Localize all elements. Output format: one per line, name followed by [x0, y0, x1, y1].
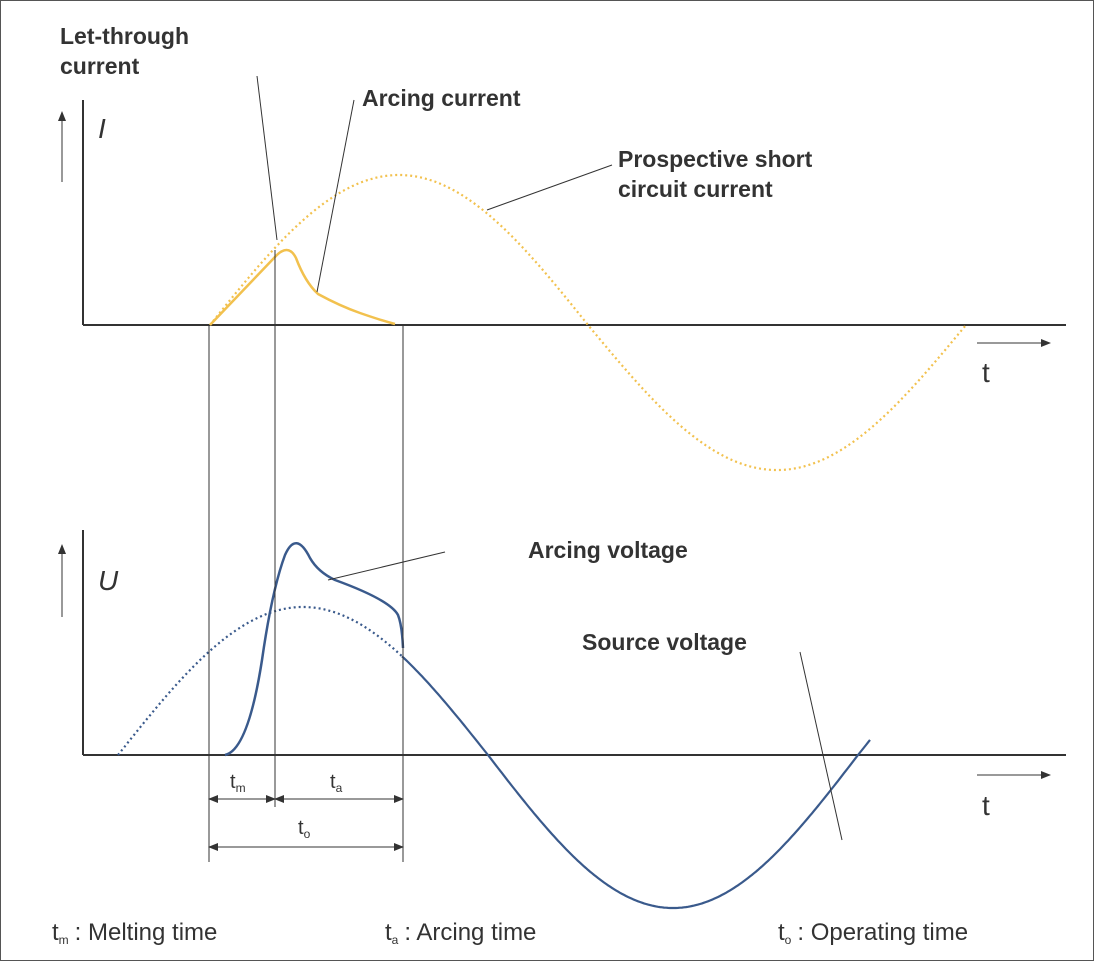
interval-label: to: [298, 817, 311, 841]
interval-label: tm: [230, 771, 246, 795]
leader: [327, 551, 446, 581]
leader: [316, 99, 355, 293]
arcing-voltage-label: Arcing voltage: [528, 537, 688, 563]
i-label: I: [98, 113, 106, 144]
t-label: t: [982, 357, 990, 388]
let-through-label: Let-through: [60, 23, 189, 49]
prospective-label: circuit current: [618, 176, 773, 202]
t-label: t: [982, 790, 990, 821]
u-label: U: [98, 565, 119, 596]
prospective-current-curve: [209, 173, 967, 472]
leader: [799, 651, 843, 841]
source-voltage-curve: [401, 655, 871, 910]
prospective-label: Prospective short: [618, 146, 813, 172]
arcing-current-label: Arcing current: [362, 85, 521, 111]
interval-label: ta: [330, 771, 343, 795]
arcing-voltage-curve: [224, 542, 405, 757]
let-through-label: current: [60, 53, 140, 79]
arcing-current-curve: [209, 248, 396, 326]
legend-item: tm: Melting time: [52, 919, 217, 947]
leader: [486, 164, 613, 211]
leader: [256, 75, 278, 241]
source-voltage-label: Source voltage: [582, 629, 747, 655]
legend-item: ta: Arcing time: [385, 919, 536, 947]
source-voltage-dotted: [117, 605, 405, 756]
legend-item: to: Operating time: [778, 919, 968, 947]
